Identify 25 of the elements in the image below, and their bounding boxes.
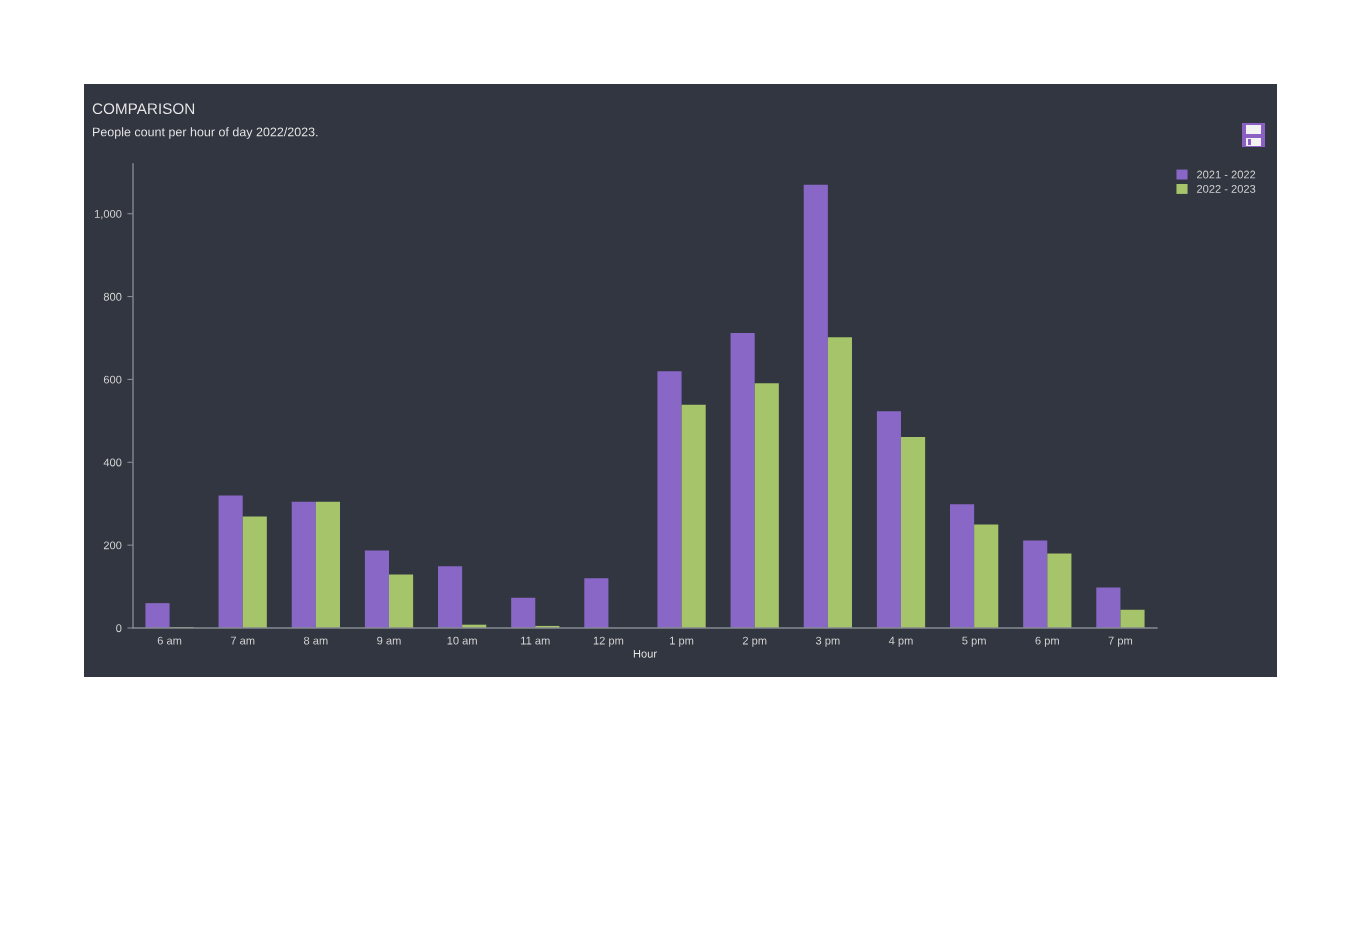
x-tick-label: 6 pm bbox=[1035, 636, 1059, 647]
x-tick-label: 7 pm bbox=[1108, 636, 1133, 647]
x-tick-label: 8 am bbox=[303, 636, 328, 645]
x-tick-label: 9 am bbox=[377, 636, 401, 645]
x-tick-label: 2 pm bbox=[742, 636, 767, 647]
y-tick-label: 1,000 bbox=[94, 209, 122, 220]
y-tick-label: 0 bbox=[116, 624, 122, 633]
chart-subtitle: People count per hour of day 2022/2023. bbox=[93, 127, 318, 139]
x-tick-label: 10 am bbox=[447, 636, 477, 645]
legend-label: 2022 - 2023 bbox=[1197, 185, 1256, 193]
x-tick-label: 4 pm bbox=[888, 636, 913, 647]
x-tick-label: 6 am bbox=[157, 636, 182, 645]
y-tick-label: 800 bbox=[103, 292, 122, 301]
x-tick-label: 3 pm bbox=[815, 636, 840, 647]
x-axis-title: Hour bbox=[633, 649, 657, 658]
x-tick-label: 12 pm bbox=[593, 636, 624, 647]
y-tick-label: 200 bbox=[103, 541, 122, 550]
x-tick-label: 1 pm bbox=[670, 636, 694, 647]
legend-label: 2021 - 2022 bbox=[1197, 170, 1256, 179]
x-tick-label: 7 am bbox=[230, 636, 255, 645]
y-tick-label: 600 bbox=[103, 375, 122, 384]
y-tick-label: 400 bbox=[103, 458, 122, 467]
x-tick-label: 5 pm bbox=[962, 636, 986, 647]
x-tick-label: 11 am bbox=[521, 636, 550, 645]
chart-title: COMPARISON bbox=[92, 103, 195, 115]
